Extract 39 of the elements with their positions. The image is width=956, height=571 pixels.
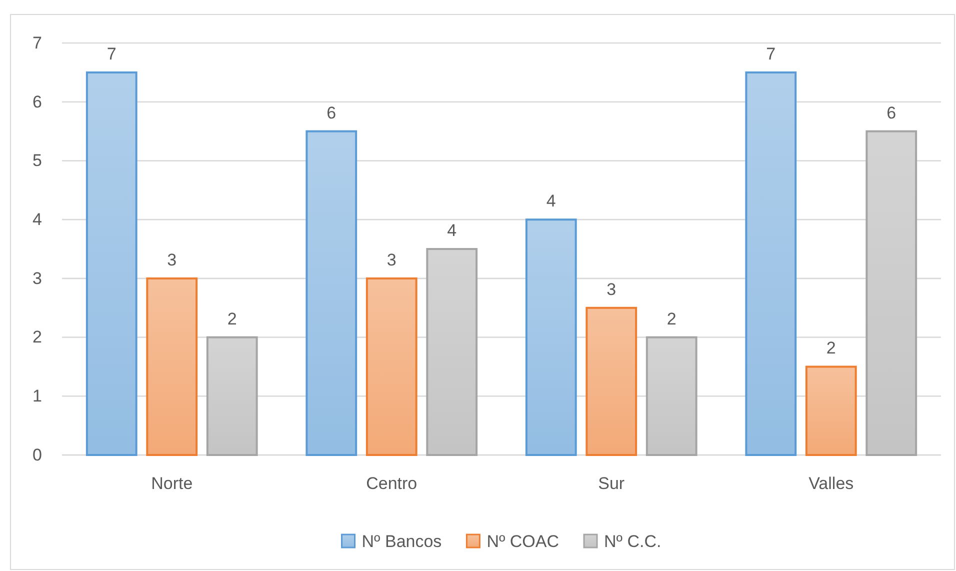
bar	[306, 130, 358, 456]
data-label: 3	[386, 250, 396, 270]
y-tick-label: 0	[32, 445, 42, 464]
legend-label: Nº C.C.	[604, 532, 662, 551]
bar	[206, 336, 258, 456]
bar	[586, 306, 638, 456]
data-label: 2	[666, 309, 676, 328]
data-label: 4	[546, 192, 556, 211]
data-label: 2	[227, 309, 237, 328]
bar	[366, 277, 418, 456]
bar	[146, 277, 198, 456]
data-label: 3	[606, 280, 616, 299]
data-label: 6	[886, 103, 896, 122]
bar	[745, 71, 797, 456]
legend-label: Nº COAC	[486, 532, 560, 551]
y-tick-label: 6	[32, 92, 42, 112]
x-tick-label: Sur	[598, 474, 625, 494]
y-tick-label: 4	[32, 210, 42, 230]
y-tick-label: 1	[32, 386, 42, 406]
data-label: 7	[766, 44, 776, 64]
bar	[866, 130, 918, 456]
x-tick-label: Norte	[151, 474, 193, 494]
data-label: 6	[326, 103, 336, 122]
bar	[646, 336, 698, 456]
data-label: 4	[447, 221, 457, 240]
bar	[805, 366, 857, 456]
x-tick-label: Valles	[808, 474, 854, 494]
bar	[525, 218, 577, 456]
y-tick-label: 3	[32, 268, 42, 288]
bar	[86, 71, 138, 456]
y-tick-label: 5	[32, 151, 42, 170]
data-label: 3	[167, 250, 177, 270]
legend-label: Nº Bancos	[362, 532, 442, 551]
y-tick-label: 2	[32, 328, 42, 347]
x-tick-label: Centro	[366, 474, 418, 494]
data-label: 7	[106, 44, 116, 64]
bar	[426, 248, 478, 456]
data-label: 2	[826, 338, 836, 358]
y-tick-label: 7	[32, 33, 42, 52]
